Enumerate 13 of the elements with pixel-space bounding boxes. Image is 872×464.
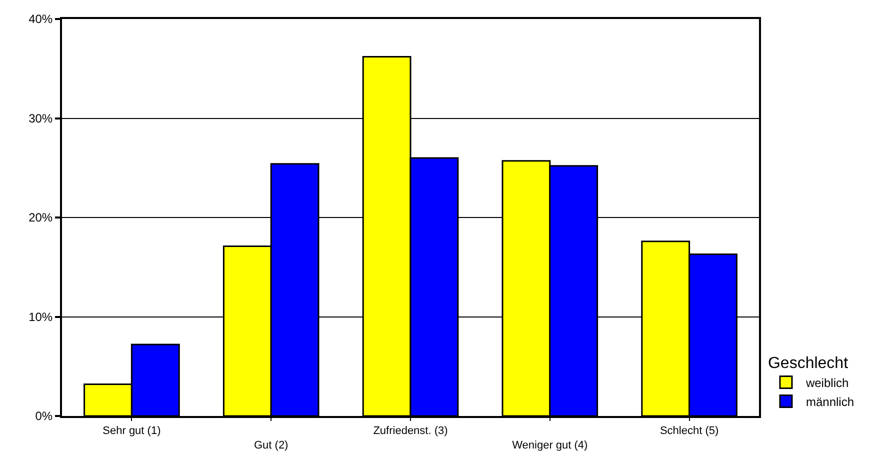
- y-tick-label: 10%: [28, 310, 53, 324]
- y-tick-label: 20%: [28, 210, 53, 225]
- legend-title: Geschlecht: [768, 354, 849, 372]
- legend-label: männlich: [806, 394, 854, 409]
- x-tick-label: Zufriedenst. (3): [373, 425, 448, 438]
- x-tick-label: Schlecht (5): [660, 425, 719, 438]
- x-tick-label: Gut (2): [254, 440, 288, 452]
- x-tick-label: Sehr gut (1): [102, 425, 161, 438]
- y-tick-label: 30%: [28, 111, 53, 126]
- legend-label: weiblich: [804, 376, 849, 390]
- y-tick-label: 40%: [28, 12, 53, 26]
- x-tick-label: Weniger gut (4): [512, 440, 588, 452]
- y-tick-label: 0%: [35, 409, 53, 424]
